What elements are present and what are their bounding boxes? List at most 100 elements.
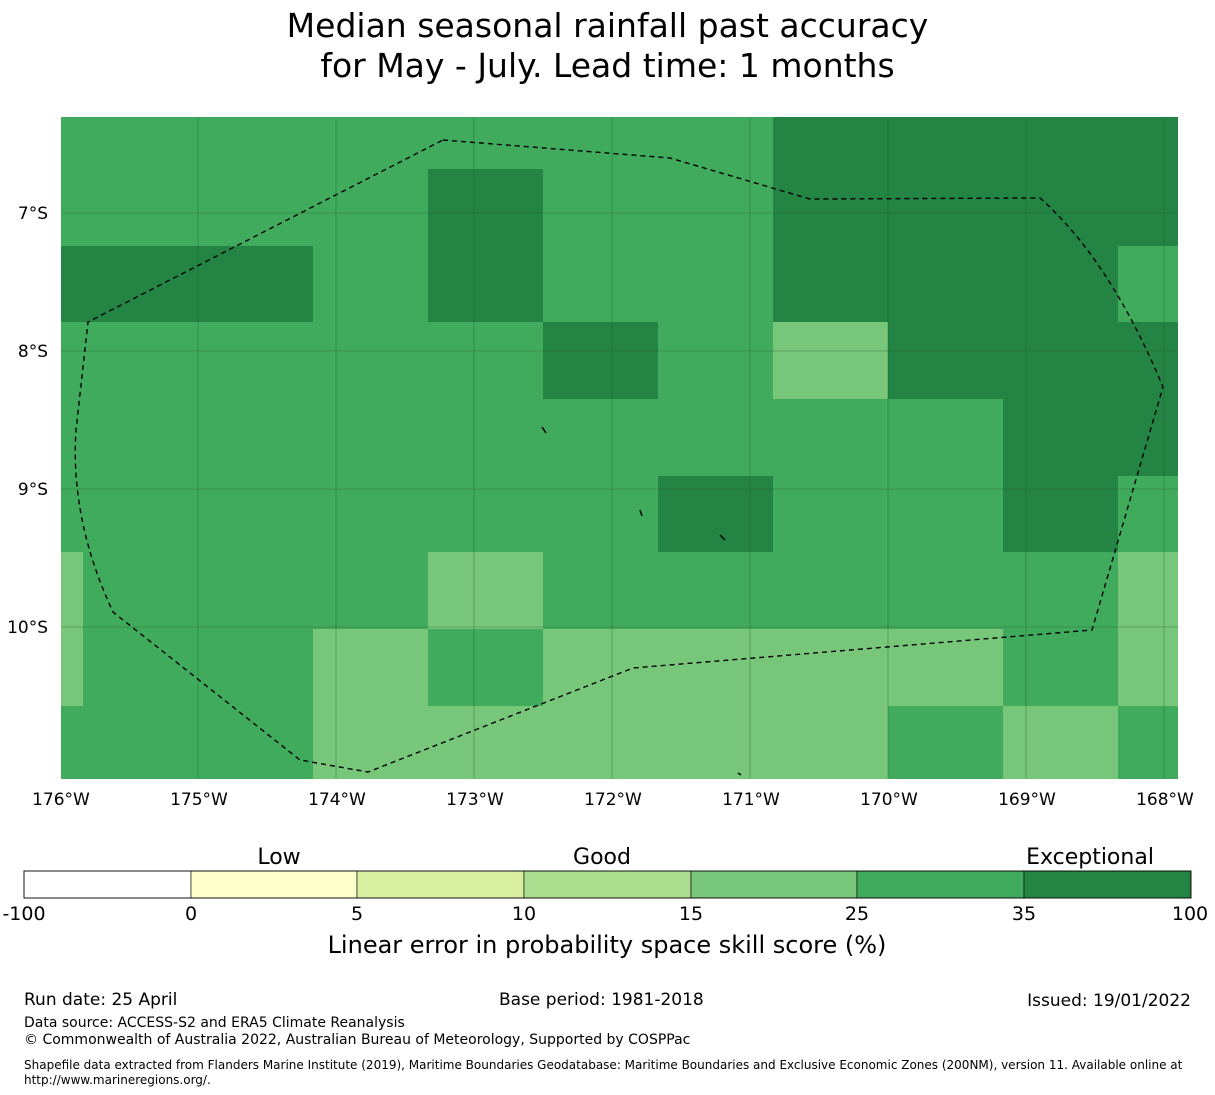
grid-cell — [773, 322, 888, 399]
colorbar-category-low: Low — [257, 845, 300, 870]
colorbar-swatches — [23, 870, 1192, 899]
lon-tick-label: 173°W — [446, 790, 504, 810]
colorbar-swatch — [690, 870, 858, 899]
grid-cell — [428, 629, 543, 706]
colorbar-tick-label: 0 — [185, 903, 197, 925]
lon-tick-label: 175°W — [170, 790, 228, 810]
grid-cell — [1118, 322, 1178, 399]
grid-cell — [658, 476, 773, 552]
grid-cell — [313, 246, 428, 322]
grid-cell — [428, 476, 543, 552]
colorbar-tick-label: 5 — [351, 903, 363, 925]
grid-cell — [313, 629, 428, 706]
colorbar-tick-label: 100 — [1172, 903, 1208, 925]
grid-cell — [1003, 322, 1118, 399]
grid-cell — [313, 117, 428, 169]
map-gridlines — [61, 117, 1178, 779]
grid-cell — [658, 246, 773, 322]
grid-cell — [543, 322, 658, 399]
grid-cell — [1003, 476, 1118, 552]
grid-cell — [198, 399, 313, 476]
colorbar-swatch — [23, 870, 192, 899]
colorbar-swatch — [523, 870, 692, 899]
colorbar-tick-label: 10 — [512, 903, 536, 925]
base-period: Base period: 1981-2018 — [499, 990, 704, 1010]
colorbar-category-good: Good — [573, 845, 631, 870]
grid-cell — [61, 246, 198, 322]
latitude-axis: 7°S 8°S 9°S 10°S — [7, 204, 48, 638]
skill-grid — [61, 117, 1178, 779]
grid-cell — [773, 117, 888, 169]
grid-cell — [543, 629, 658, 706]
lon-tick-label: 171°W — [722, 790, 780, 810]
grid-cell — [773, 169, 888, 246]
grid-cell — [428, 322, 543, 399]
colorbar-outline — [23, 870, 1192, 899]
grid-cell — [543, 399, 658, 476]
grid-cell — [1118, 706, 1178, 779]
grid-cell — [198, 629, 313, 706]
grid-cell — [543, 117, 658, 169]
grid-cell — [198, 169, 313, 246]
grid-cell — [1003, 706, 1118, 779]
grid-cell — [543, 706, 658, 779]
grid-cell — [888, 246, 1003, 322]
grid-cell — [888, 322, 1003, 399]
grid-cell — [61, 169, 198, 246]
grid-cell — [1118, 169, 1178, 246]
colorbar-swatch — [356, 870, 525, 899]
map-title: Median seasonal rainfall past accuracy f… — [0, 6, 1215, 86]
colorbar-swatch — [1023, 870, 1192, 899]
lon-tick-label: 176°W — [32, 790, 90, 810]
grid-cell — [658, 629, 773, 706]
grid-cell — [888, 169, 1003, 246]
colorbar-category-exceptional: Exceptional — [1026, 845, 1154, 870]
grid-cell — [543, 476, 658, 552]
grid-cell — [61, 399, 198, 476]
grid-cell — [773, 399, 888, 476]
grid-cell — [61, 706, 198, 779]
grid-cell — [773, 706, 888, 779]
grid-cell — [1003, 246, 1118, 322]
title-line-2: for May - July. Lead time: 1 months — [320, 46, 895, 85]
grid-cell — [773, 476, 888, 552]
grid-cell — [313, 399, 428, 476]
grid-cell — [658, 399, 773, 476]
lon-tick-label: 170°W — [860, 790, 918, 810]
grid-cell — [313, 169, 428, 246]
grid-cell — [888, 117, 1003, 169]
grid-cell — [83, 629, 198, 706]
grid-cell — [61, 476, 198, 552]
grid-cell — [658, 322, 773, 399]
longitude-axis: 176°W 175°W 174°W 173°W 172°W 171°W 170°… — [32, 790, 1194, 810]
colorbar-tick-label: -100 — [2, 903, 45, 925]
grid-cell — [428, 246, 543, 322]
lon-tick-label: 168°W — [1136, 790, 1194, 810]
grid-cell — [1003, 399, 1118, 476]
grid-cell — [428, 399, 543, 476]
grid-cell — [198, 706, 313, 779]
grid-cell — [61, 117, 198, 169]
grid-cell — [658, 117, 773, 169]
grid-cell — [198, 246, 313, 322]
grid-cell — [543, 552, 658, 629]
grid-cell — [1003, 552, 1118, 629]
map-figure: 7°S 8°S 9°S 10°S 176°W 175°W 174°W 173°W… — [2, 117, 1208, 959]
eez-boundary — [74, 139, 1164, 773]
lat-tick-label: 8°S — [18, 342, 48, 362]
island-mark — [719, 534, 726, 541]
grid-cell — [313, 706, 428, 779]
run-date: Run date: 25 April — [24, 990, 178, 1010]
colorbar-tick-label: 35 — [1012, 903, 1036, 925]
lat-tick-label: 10°S — [7, 618, 48, 638]
colorbar-tick-label: 15 — [679, 903, 703, 925]
grid-cell — [313, 322, 428, 399]
shapefile-credit-line-2: http://www.marineregions.org/. — [24, 1073, 211, 1087]
grid-cell — [773, 246, 888, 322]
grid-cell — [428, 169, 543, 246]
grid-cell — [313, 476, 428, 552]
grid-cell — [198, 476, 313, 552]
grid-cell — [83, 552, 198, 629]
grid-cell — [1003, 629, 1118, 706]
grid-cell — [888, 552, 1003, 629]
